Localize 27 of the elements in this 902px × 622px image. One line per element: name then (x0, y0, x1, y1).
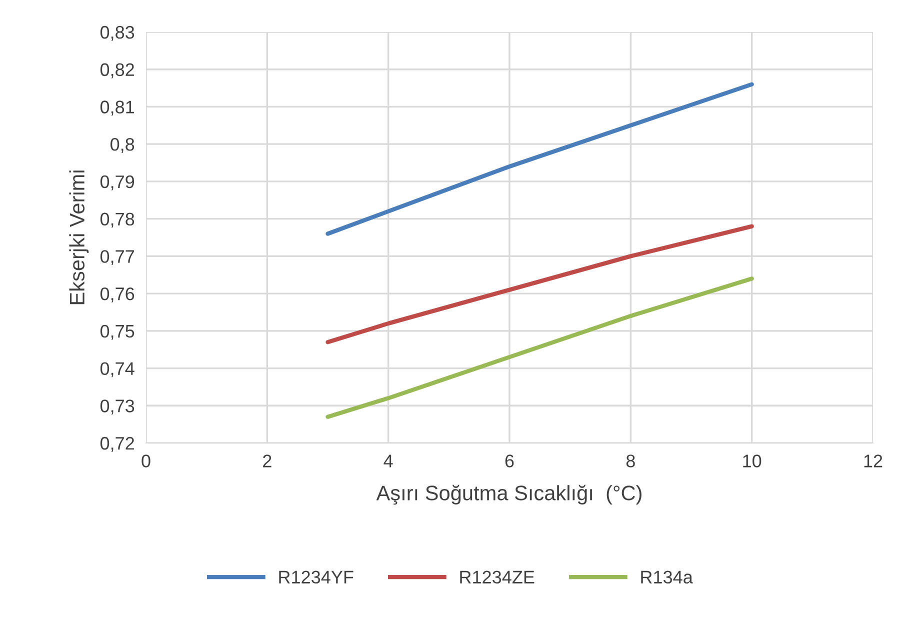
x-tick-label: 2 (263, 454, 272, 468)
y-tick-label: 0,75 (100, 324, 134, 340)
line-series (326, 224, 754, 344)
y-tick-label: 0,82 (100, 63, 134, 78)
y-tick-label: 0,77 (100, 250, 134, 266)
y-tick-label: 0,83 (100, 26, 134, 41)
x-tick-label: 4 (384, 454, 393, 468)
legend-label: R1234ZE (460, 570, 534, 584)
line-series (326, 82, 754, 236)
y-tick-label: 0,81 (100, 100, 134, 116)
x-tick-label: 12 (864, 454, 882, 468)
legend-label: R134a (641, 570, 693, 584)
y-tick-label: 0,74 (100, 362, 134, 378)
line-series (326, 276, 754, 419)
x-tick-label: 10 (743, 454, 762, 468)
legend-label: R1234YF (279, 570, 354, 584)
x-tick-label: 0 (142, 454, 150, 468)
x-tick-label: 8 (626, 454, 635, 468)
y-axis-title: Ekserjki Verimi (69, 170, 89, 304)
y-tick-label: 0,78 (100, 212, 134, 228)
x-tick-label: 6 (505, 454, 514, 468)
y-tick-label: 0,79 (100, 175, 134, 190)
y-tick-label: 0,72 (100, 436, 134, 452)
y-tick-label: 0,73 (100, 400, 134, 414)
y-tick-label: 0,8 (110, 138, 134, 153)
y-tick-label: 0,76 (100, 287, 134, 302)
x-axis-title: Aşırı Soğutma Sıcaklığı (°C) (376, 484, 642, 505)
